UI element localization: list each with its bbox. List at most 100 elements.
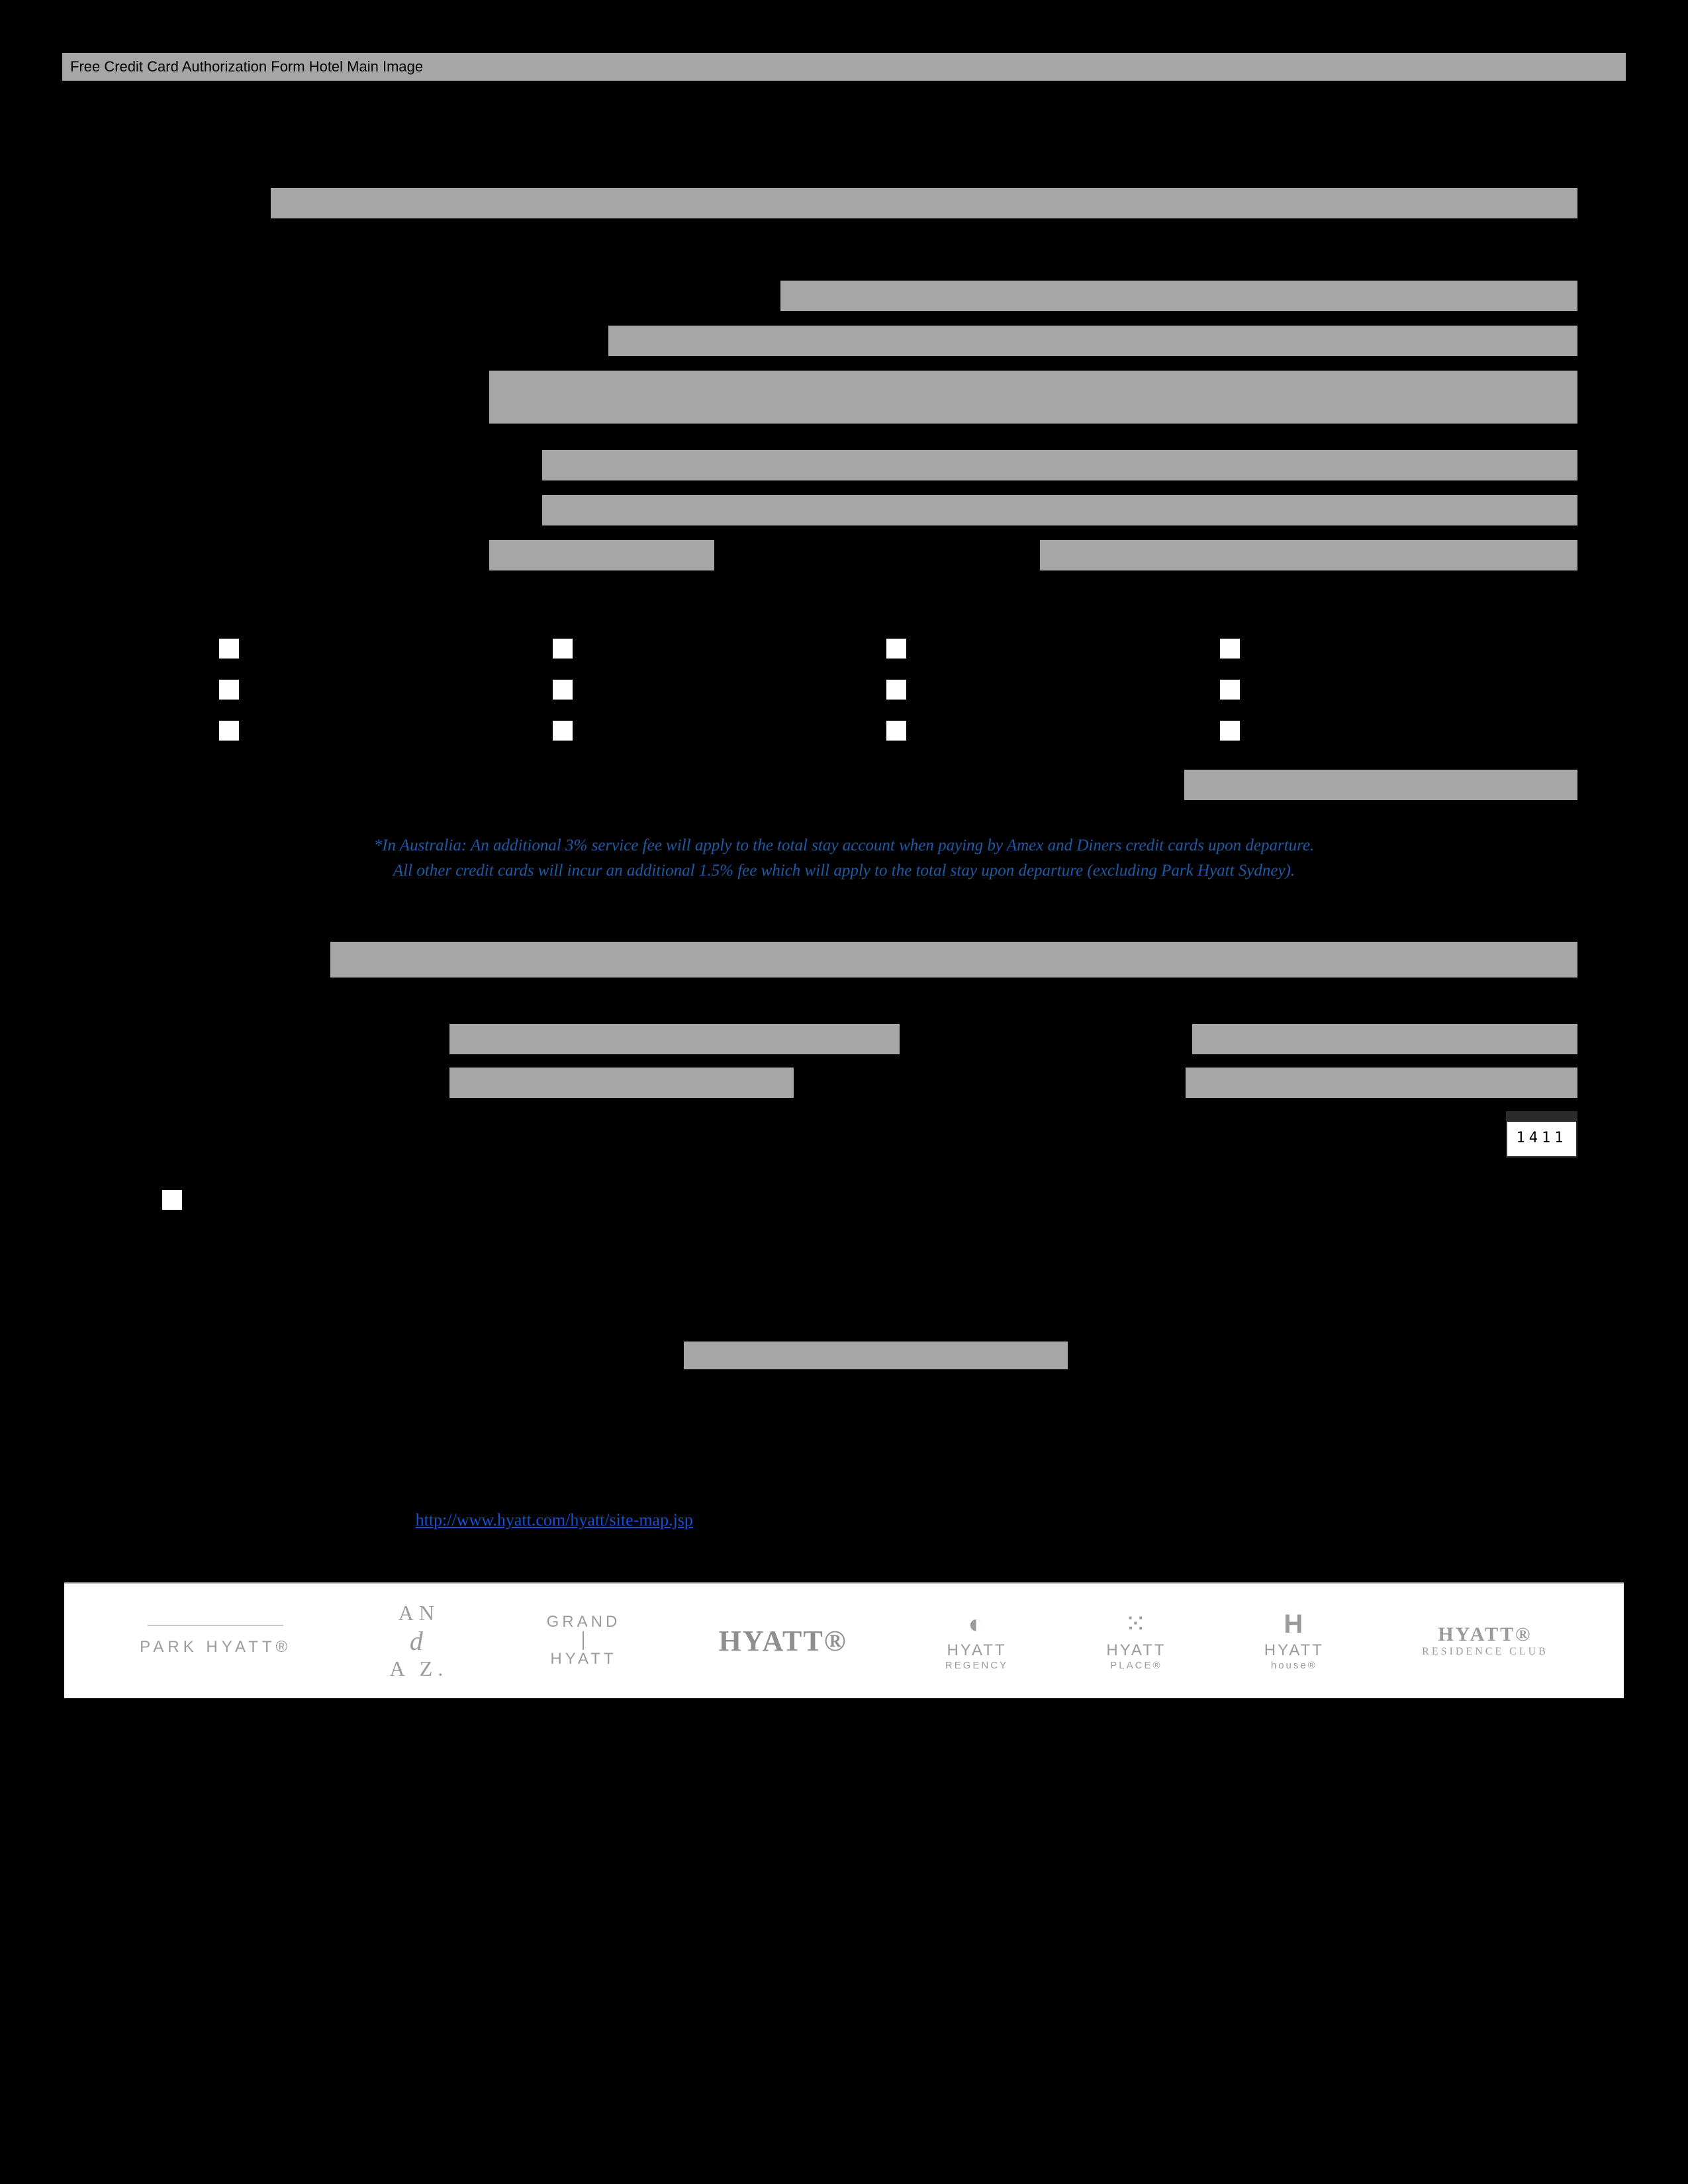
agree-line-2: I hereby authorize the listed hotel to c…	[213, 1214, 1577, 1266]
exp-input[interactable]	[1192, 1024, 1577, 1054]
phone-input[interactable]	[489, 540, 714, 570]
checkbox-room-tax[interactable]: Room & Tax	[216, 677, 537, 702]
note-line-1: *In Australia: An additional 3% service …	[111, 833, 1577, 858]
attn-label: ATTN:	[620, 1340, 677, 1371]
form-sheet: CREDIT CARD AUTHORIZATION Hotel: RESERVA…	[62, 86, 1626, 1700]
brand-label-main: HYATT	[1106, 1641, 1166, 1660]
brand-label-sub: house®	[1271, 1660, 1317, 1671]
brand-label-sub: REGENCY	[945, 1660, 1008, 1671]
cc-number-label: Credit Card Number:	[111, 1028, 442, 1050]
approved-heading: APPROVED CHARGES	[111, 600, 1577, 623]
footer-note-2b: . Please note: This form is not valid fo…	[697, 1510, 1403, 1529]
checkbox-label: Food & Beverage	[587, 638, 719, 659]
brand-hyatt-residence-club: HYATT® RESIDENCE CLUB	[1422, 1623, 1548, 1658]
checkbox-label: Recreation	[1254, 638, 1335, 659]
checkbox-label: Internet	[921, 720, 978, 741]
brand-strip: PARK HYATT® ANdA Z. GRANDHYATT HYATT® ◐ …	[64, 1582, 1624, 1698]
name-on-card-input[interactable]	[542, 450, 1577, 480]
reservations-heading: RESERVATIONS INFORMATION	[111, 245, 1577, 267]
brand-label-b: HYATT	[550, 1650, 616, 1668]
phone-email-row: Phone Number: Email Address:	[111, 540, 1577, 570]
checkbox-icon	[1217, 677, 1243, 702]
checkbox-icon	[550, 636, 575, 661]
cc-number-input[interactable]	[449, 1024, 900, 1054]
checkbox-recreation[interactable]: Recreation	[1217, 636, 1538, 661]
cc-number-row: Credit Card Number: Expiration Date:	[111, 1024, 1577, 1054]
full-name-row: Full Name on Credit Card: Authorized Sig…	[111, 1068, 1577, 1098]
cc-heading: CREDIT CARD INFORMATION	[111, 906, 1577, 929]
checkbox-banquet[interactable]: Banquet/Catering	[1217, 718, 1538, 743]
checkbox-phone[interactable]: Phone	[884, 677, 1204, 702]
approved-charges-grid: All Charges Food & Beverage Parking/Tran…	[216, 636, 1538, 743]
sitemap-link[interactable]: http://www.hyatt.com/hyatt/site-map.jsp	[416, 1510, 693, 1529]
checkbox-icon	[1217, 718, 1243, 743]
checkbox-parking[interactable]: Parking/Transportation	[884, 636, 1204, 661]
hotel-input[interactable]	[271, 188, 1577, 218]
checkbox-retail[interactable]: Retail	[550, 677, 870, 702]
checkbox-label: Retail	[587, 679, 632, 700]
checkbox-label: Phone	[921, 679, 967, 700]
checkbox-internet[interactable]: Internet	[884, 718, 1204, 743]
billing-address-input[interactable]	[542, 495, 1577, 525]
checkbox-icon	[1217, 636, 1243, 661]
phone-label: Phone Number:	[111, 545, 481, 566]
checkbox-icon	[216, 636, 242, 661]
checkbox-label: Banquet/Catering	[1254, 720, 1385, 741]
full-name-input[interactable]	[449, 1068, 794, 1098]
attn-input[interactable]	[684, 1342, 1068, 1369]
checkbox-label: Room & Tax	[254, 679, 350, 700]
cvv-card-icon: 1411	[1506, 1111, 1577, 1158]
window-title-text: Free Credit Card Authorization Form Hote…	[70, 58, 423, 75]
email-label: Email Address:	[754, 545, 1032, 566]
confirmation-label: Confirmation Number/Reservation ID:	[111, 330, 600, 351]
checkbox-food-beverage[interactable]: Food & Beverage	[550, 636, 870, 661]
brand-park-hyatt: PARK HYATT®	[140, 1625, 291, 1657]
checkbox-laundry[interactable]: Laundry	[550, 718, 870, 743]
cvv-row: Security/CVV Code: 1411	[111, 1111, 1577, 1158]
guest-name-row: Guest/Group Name:	[111, 281, 1577, 311]
checkbox-label: Parking/Transportation	[921, 638, 1092, 659]
confirmation-input[interactable]	[608, 326, 1577, 356]
brand-grand-hyatt: GRANDHYATT	[547, 1613, 621, 1668]
checkbox-label: All Charges	[254, 638, 342, 659]
note-line-2: All other credit cards will incur an add…	[111, 858, 1577, 884]
exp-label: Expiration Date:	[939, 1028, 1184, 1050]
checkbox-icon	[550, 677, 575, 702]
email-input[interactable]	[1040, 540, 1577, 570]
brand-andaz: ANdA Z.	[389, 1601, 448, 1681]
checkbox-icon	[884, 718, 909, 743]
name-on-card-row: Name on Credit Card:	[111, 450, 1577, 480]
check-in-input[interactable]	[489, 371, 1577, 424]
checkbox-icon	[216, 718, 242, 743]
checkbox-icon	[884, 636, 909, 661]
brand-label-main: HYATT	[947, 1641, 1006, 1660]
cvv-label: Security/CVV Code:	[1331, 1124, 1486, 1145]
sig-input[interactable]	[1186, 1068, 1577, 1098]
brand-hyatt-house: H HYATT house®	[1264, 1611, 1324, 1671]
brand-label-pre: AN	[399, 1601, 440, 1625]
checkbox-agree[interactable]	[160, 1187, 185, 1212]
card-type-input[interactable]	[330, 942, 1577, 978]
amount-charge-label: Amount/Charge:	[111, 774, 1176, 796]
card-type-label: Card Type:	[111, 949, 322, 970]
check-in-label: Check-in/Check-out Dates:	[111, 387, 481, 408]
checkbox-av-equipment[interactable]: AV Equipment	[1217, 677, 1538, 702]
checkbox-gift-card[interactable]: Gift Card	[216, 718, 537, 743]
amount-charge-row: Amount/Charge:	[111, 770, 1577, 800]
checkbox-all-charges[interactable]: All Charges	[216, 636, 537, 661]
fax-label: FAX:	[823, 1383, 866, 1404]
amount-charge-input[interactable]	[1184, 770, 1577, 800]
guest-name-input[interactable]	[780, 281, 1577, 311]
checkbox-icon	[216, 677, 242, 702]
footer-note-1: If you would prefer to complete a secure…	[342, 1484, 1347, 1504]
cvv-sample-digits: 1411	[1517, 1130, 1568, 1146]
brand-label: HYATT®	[719, 1624, 847, 1658]
check-in-subtext: (List all dates or attach additional res…	[111, 421, 1577, 441]
guest-name-label: Guest/Group Name:	[111, 285, 773, 306]
name-on-card-label: Name on Credit Card:	[111, 455, 534, 476]
return-instructions: PLEASE RETURN COMPLETED AND SIGNED FORM …	[111, 1303, 1577, 1445]
brand-hyatt-place: ⁙ HYATT PLACE®	[1106, 1611, 1166, 1671]
checkbox-icon	[884, 677, 909, 702]
page-root: Free Credit Card Authorization Form Hote…	[0, 0, 1688, 2184]
sig-label: Authorized Signature:	[833, 1072, 1178, 1093]
